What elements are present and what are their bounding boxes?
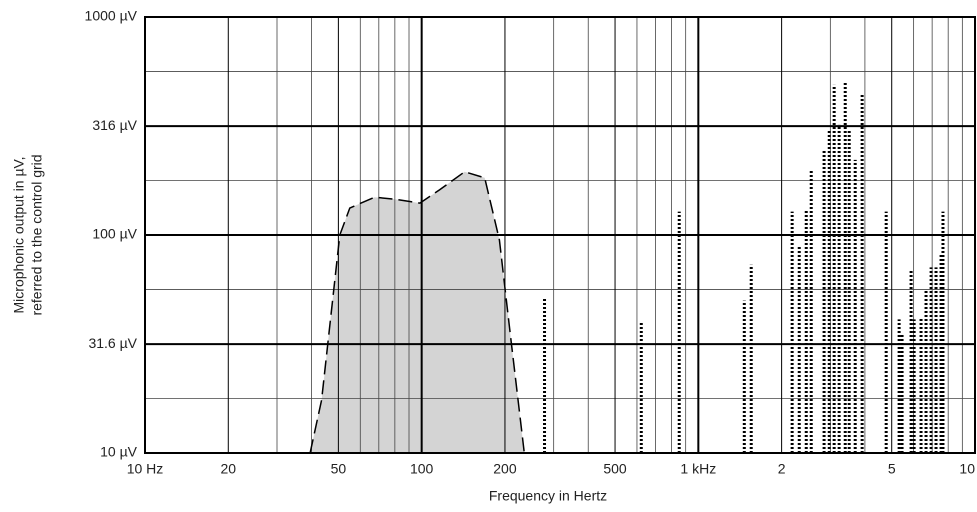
area-outline [309,170,526,454]
x-axis-label: Frequency in Hertz [489,488,607,504]
x-tick-label: 10 Hz [127,461,164,477]
x-tick-label: 2 [778,461,786,477]
y-tick-label: 1000 µV [85,8,138,24]
plot-frame [144,16,976,454]
x-tick-label: 200 [493,461,517,477]
y-axis-label: referred to the control grid [29,154,45,315]
x-tick-label: 10 [959,461,975,477]
x-tick-label: 50 [331,461,347,477]
x-tick-label: 20 [220,461,236,477]
y-axis-label: Microphonic output in µV, [11,157,27,314]
x-tick-label: 1 kHz [680,461,716,477]
y-tick-label: 100 µV [92,226,137,242]
x-tick-label: 500 [603,461,627,477]
y-tick-label: 316 µV [92,117,137,133]
y-tick-label: 10 µV [100,444,138,460]
x-tick-label: 5 [888,461,896,477]
x-tick-label: 100 [410,461,434,477]
area-fill [310,171,525,454]
y-tick-label: 31.6 µV [88,335,137,351]
